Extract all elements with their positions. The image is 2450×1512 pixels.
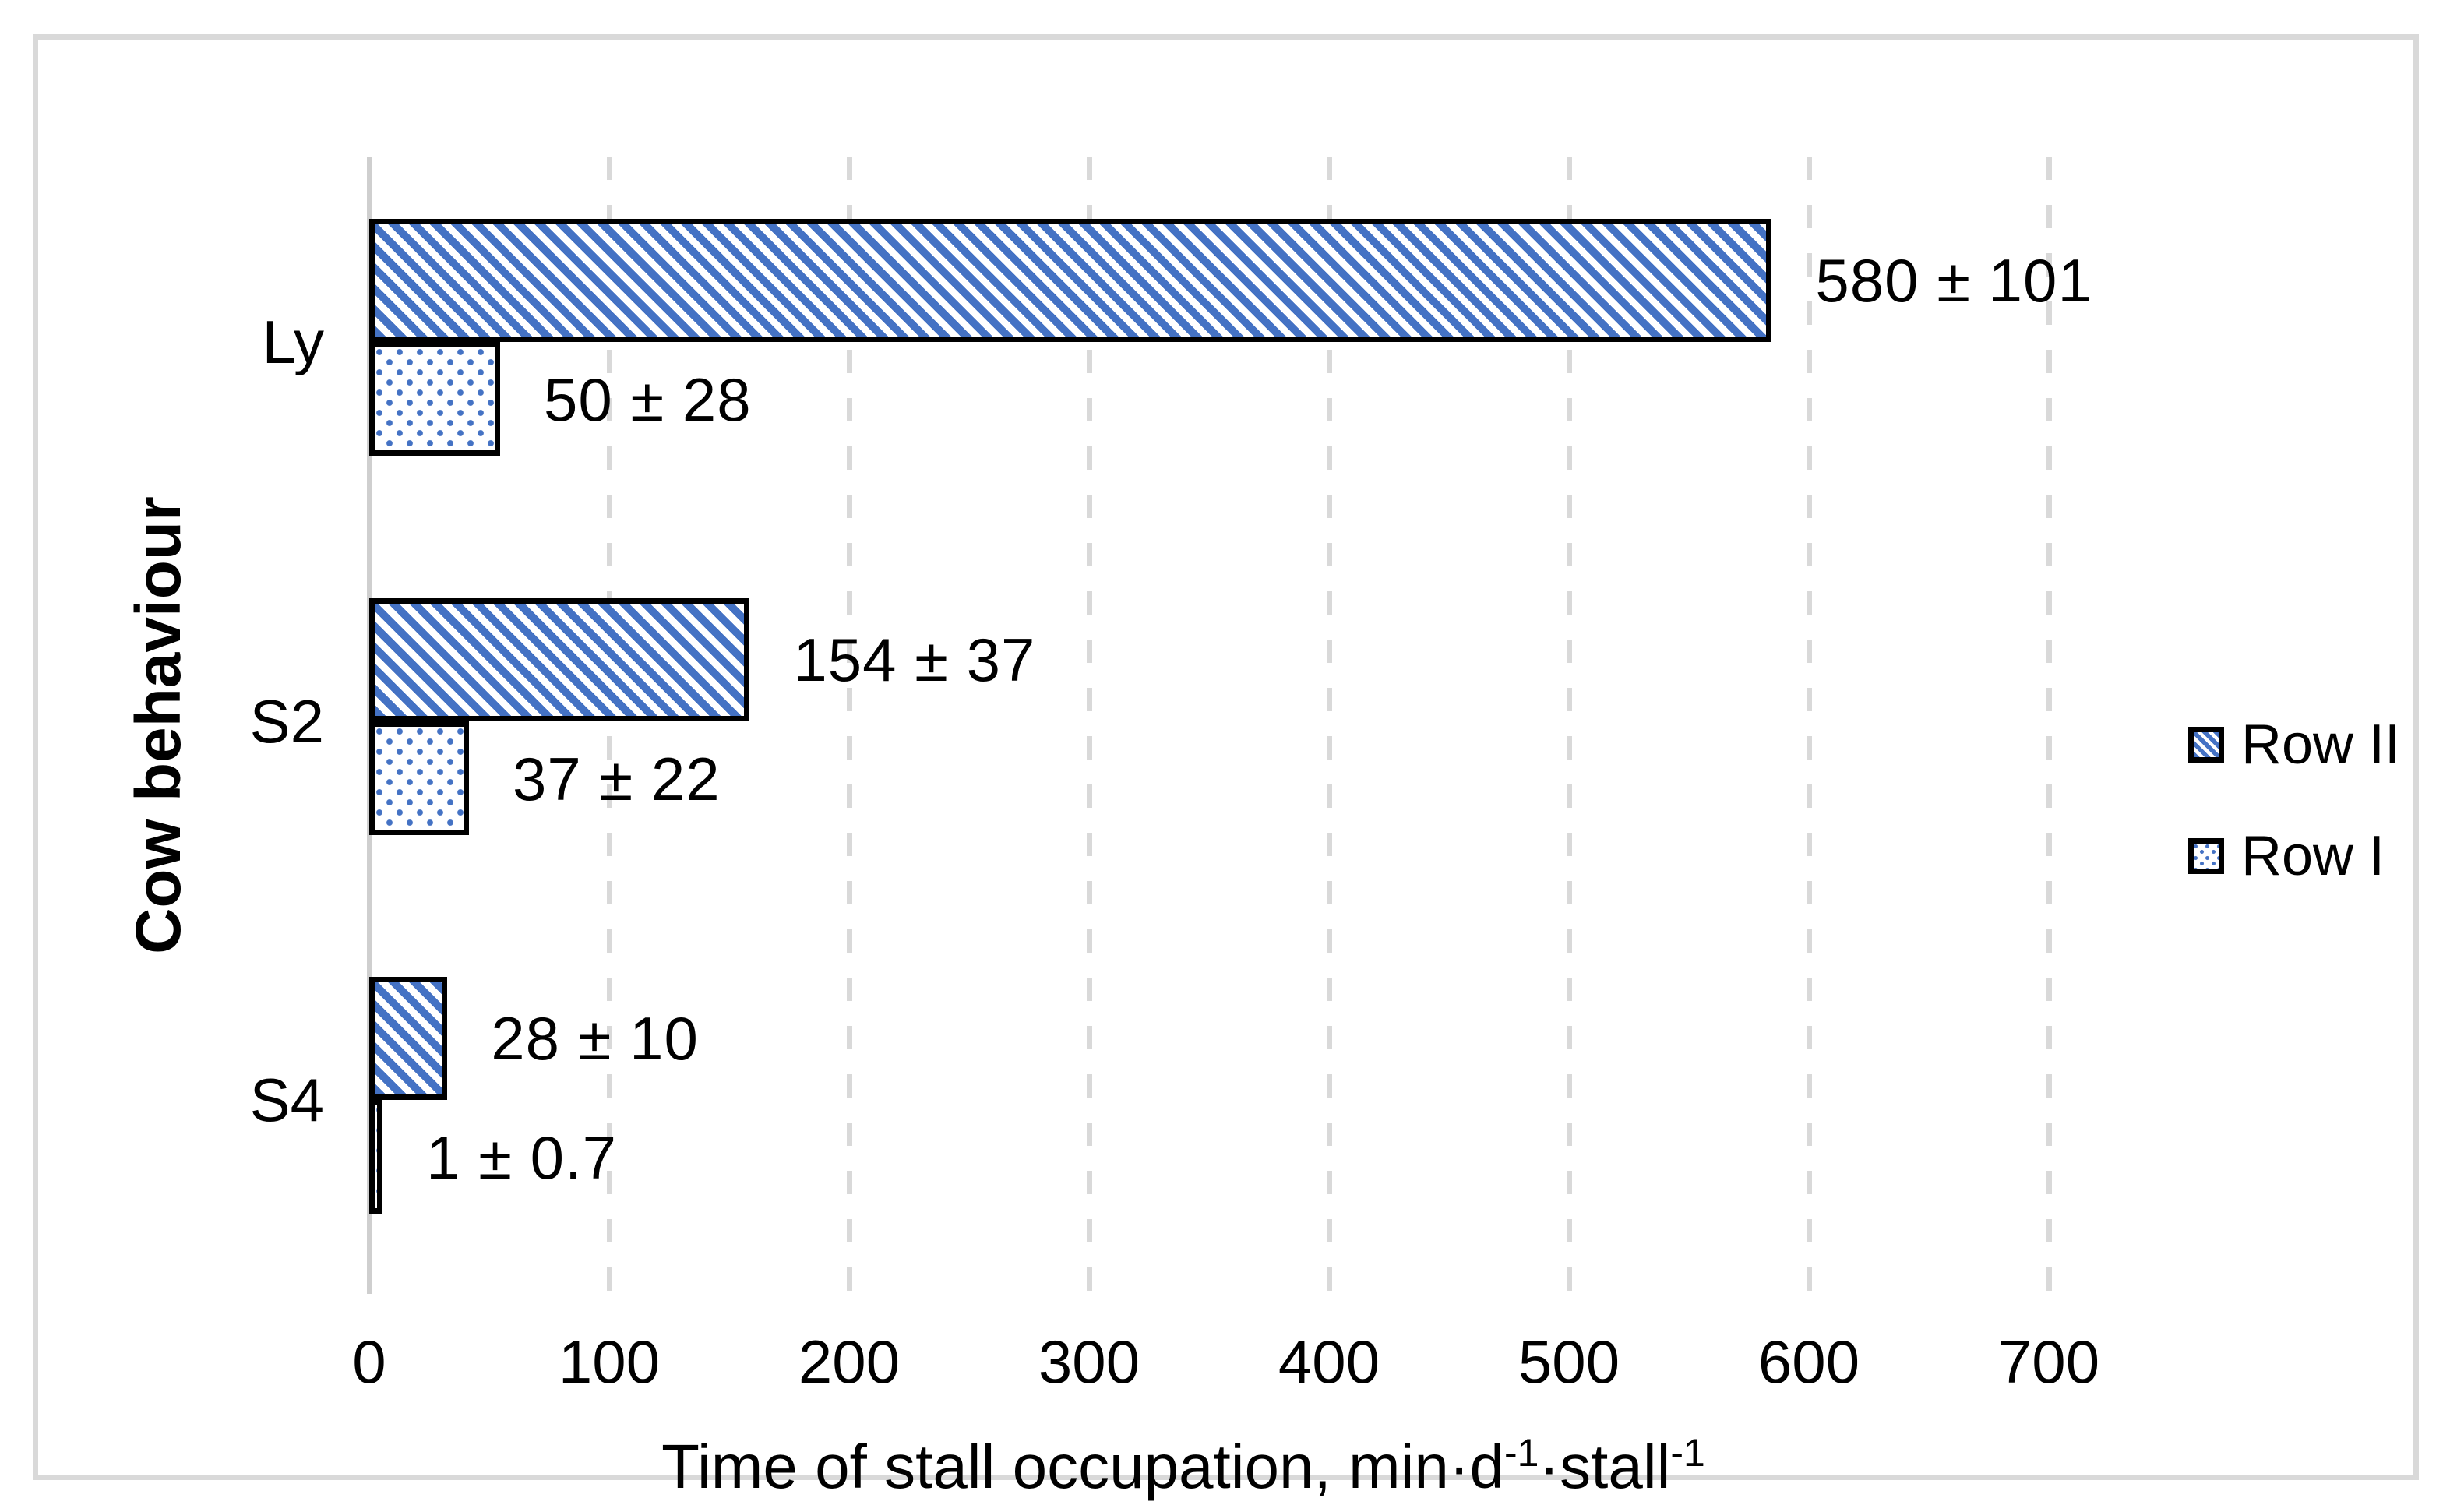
y-tick-label-s2: S2 xyxy=(249,687,324,756)
data-label-s2-row2: 154 ± 37 xyxy=(793,626,1036,694)
gridline-300 xyxy=(1087,157,1092,1294)
gridline-500 xyxy=(1567,157,1572,1294)
category-group-s2: S2 154 ± 37 37 ± 22 xyxy=(250,536,2169,915)
x-tick-label-0: 0 xyxy=(352,1327,386,1396)
bar-s4-row1 xyxy=(369,1100,383,1214)
legend: Row II Row I xyxy=(2188,711,2400,890)
bar-s2-row2 xyxy=(369,598,750,721)
category-group-ly: Ly 580 ± 101 50 ± 28 xyxy=(263,157,2169,536)
x-tick-label-300: 300 xyxy=(1038,1327,1140,1396)
bar-ly-row2 xyxy=(369,219,1772,342)
data-label-s2-row1: 37 ± 22 xyxy=(512,745,721,813)
x-axis-title: Time of stall occupation, min·d-1·stall-… xyxy=(369,1417,1997,1503)
gridline-100 xyxy=(607,157,612,1294)
legend-label-row2: Row II xyxy=(2241,714,2401,776)
gridline-700 xyxy=(2046,157,2052,1294)
x-axis-title-text: Time of stall occupation, min·d xyxy=(661,1432,1505,1501)
data-label-ly-row1: 50 ± 28 xyxy=(543,365,752,434)
x-axis-title-text-2: ·stall xyxy=(1539,1432,1671,1501)
data-label-s4-row1: 1 ± 0.7 xyxy=(426,1123,618,1192)
gridline-200 xyxy=(847,157,852,1294)
chart-frame: Cow behaviour Ly 580 ± 101 50 ± 28 S2 15… xyxy=(33,34,2419,1501)
category-group-s4: S4 28 ± 10 1 ± 0.7 xyxy=(250,915,2169,1294)
bar-s4-row2 xyxy=(369,977,448,1100)
x-axis-tick-labels: 0 100 200 300 400 500 600 700 xyxy=(352,1327,2169,1405)
x-tick-label-100: 100 xyxy=(558,1327,661,1396)
bar-s2-row1 xyxy=(369,721,469,835)
legend-marker-dotted-icon xyxy=(2188,838,2224,874)
x-tick-label-200: 200 xyxy=(798,1327,901,1396)
y-tick-label-s4: S4 xyxy=(249,1066,324,1134)
x-axis-title-superscript-2: -1 xyxy=(1670,1431,1705,1475)
legend-item-row1: Row I xyxy=(2188,823,2400,890)
x-tick-label-500: 500 xyxy=(1518,1327,1620,1396)
x-tick-label-600: 600 xyxy=(1757,1327,1860,1396)
gridline-400 xyxy=(1327,157,1332,1294)
data-label-s4-row2: 28 ± 10 xyxy=(491,1004,699,1073)
x-tick-label-700: 700 xyxy=(1997,1327,2100,1396)
legend-item-row2: Row II xyxy=(2188,711,2400,778)
plot-area: Ly 580 ± 101 50 ± 28 S2 154 ± 37 37 ± 22… xyxy=(250,157,2169,1294)
y-axis-title: Cow behaviour xyxy=(123,496,194,954)
x-axis-title-superscript: -1 xyxy=(1504,1431,1539,1475)
bar-ly-row1 xyxy=(369,342,500,456)
data-label-ly-row2: 580 ± 101 xyxy=(1815,246,2092,315)
y-tick-label-ly: Ly xyxy=(262,308,325,376)
gridline-600 xyxy=(1807,157,1812,1294)
legend-marker-hatch-icon xyxy=(2188,727,2224,763)
legend-label-row1: Row I xyxy=(2241,825,2385,887)
x-tick-label-400: 400 xyxy=(1278,1327,1380,1396)
